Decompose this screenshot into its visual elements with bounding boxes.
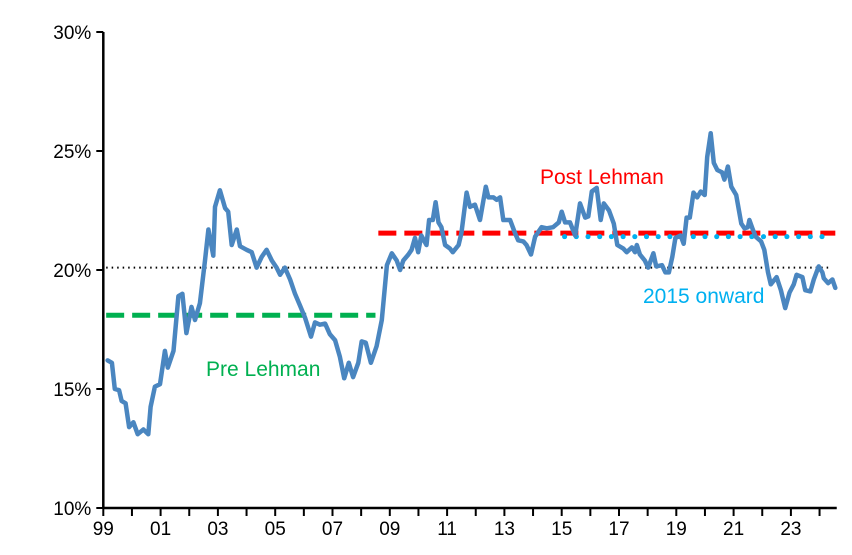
- x-tick-label: 99: [93, 519, 114, 540]
- y-tick-label: 30%: [53, 23, 91, 44]
- x-tick-label: 07: [322, 519, 343, 540]
- reference-lines: [106, 230, 836, 318]
- x-tick-label: 09: [379, 519, 400, 540]
- x-tick-label: 01: [150, 519, 171, 540]
- axes: 10% 15% 20% 25% 30% 99 01 03 05 07 09 11 13 15 17 19 21 2…: [53, 23, 837, 540]
- x-tick-label: 23: [780, 519, 801, 540]
- y-tick-label: 15%: [53, 380, 91, 401]
- annotation-post-lehman: Post Lehman: [540, 166, 664, 189]
- x-tick-label: 15: [551, 519, 572, 540]
- y-tick-label: 25%: [53, 142, 91, 163]
- y-tick-label: 10%: [53, 499, 91, 520]
- annotation-pre-lehman: Pre Lehman: [206, 358, 320, 381]
- x-tick-label: 11: [437, 519, 457, 540]
- annotation-2015-onward: 2015 onward: [643, 285, 764, 308]
- x-tick-label: 05: [265, 519, 286, 540]
- x-tick-label: 03: [207, 519, 228, 540]
- x-tick-label: 17: [608, 519, 629, 540]
- x-tick-label: 19: [666, 519, 687, 540]
- series: [105, 130, 838, 437]
- x-tick-label: 21: [723, 519, 744, 540]
- y-tick-label: 20%: [53, 261, 91, 282]
- x-tick-label: 13: [494, 519, 515, 540]
- series-line: [105, 130, 838, 437]
